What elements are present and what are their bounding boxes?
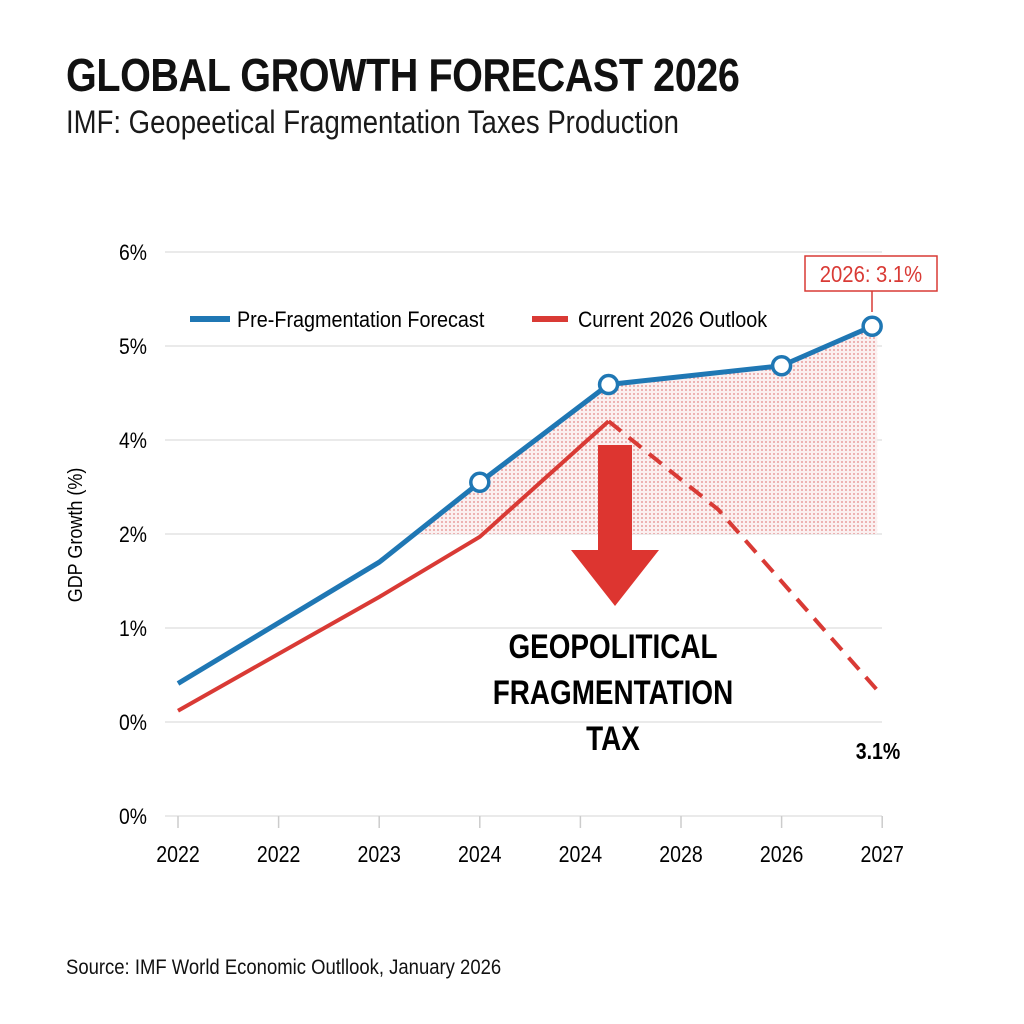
legend-label-current: Current 2026 Outlook bbox=[578, 308, 768, 332]
series-line-0 bbox=[176, 323, 874, 686]
y-tick-label: 0% bbox=[119, 805, 147, 829]
y-axis-label: GDP Growth (%) bbox=[65, 468, 87, 603]
end-value-label: 3.1% bbox=[856, 739, 901, 765]
gap-shading bbox=[414, 326, 878, 534]
y-tick-label: 0% bbox=[119, 711, 147, 735]
series-line-1 bbox=[177, 419, 610, 713]
x-tick-label: 2027 bbox=[860, 842, 903, 868]
chart-subtitle: IMF: Geopeetical Fragmentation Taxes Pro… bbox=[66, 104, 679, 140]
x-tick-label: 2024 bbox=[559, 842, 603, 868]
y-tick-label: 6% bbox=[119, 241, 147, 265]
annotation-line-1: GEOPOLITICAL bbox=[508, 627, 717, 665]
y-tick-label: 1% bbox=[119, 617, 147, 641]
x-tick-label: 2026 bbox=[760, 842, 803, 868]
annotation-line-3: TAX bbox=[586, 719, 640, 757]
callout-text: 2026: 3.1% bbox=[820, 261, 922, 288]
y-tick-label: 4% bbox=[119, 429, 147, 453]
legend-label-pre: Pre-Fragmentation Forecast bbox=[237, 308, 485, 332]
data-point-marker bbox=[770, 354, 793, 377]
arrow-annotation: GEOPOLITICAL FRAGMENTATION TAX bbox=[493, 627, 733, 757]
legend: Pre-Fragmentation Forecast Current 2026 … bbox=[190, 308, 768, 332]
annotation-line-2: FRAGMENTATION bbox=[493, 673, 733, 711]
x-tick-label: 2023 bbox=[357, 842, 400, 868]
callout: 2026: 3.1% bbox=[804, 255, 938, 312]
down-arrow-icon bbox=[571, 445, 659, 606]
x-tick-label: 2022 bbox=[257, 842, 300, 868]
x-tick-label: 2028 bbox=[659, 842, 702, 868]
series-line-2 bbox=[607, 419, 879, 692]
chart-title: GLOBAL GROWTH FORECAST 2026 bbox=[66, 49, 740, 101]
y-tick-label: 2% bbox=[119, 523, 147, 547]
x-tick-label: 2022 bbox=[156, 842, 199, 868]
source-note: Source: IMF World Economic Outllook, Jan… bbox=[66, 956, 502, 979]
data-point-marker bbox=[861, 315, 883, 338]
data-point-marker bbox=[469, 471, 491, 494]
y-tick-label: 5% bbox=[119, 335, 147, 359]
x-tick-label: 2024 bbox=[458, 842, 502, 868]
data-point-marker bbox=[597, 373, 620, 396]
